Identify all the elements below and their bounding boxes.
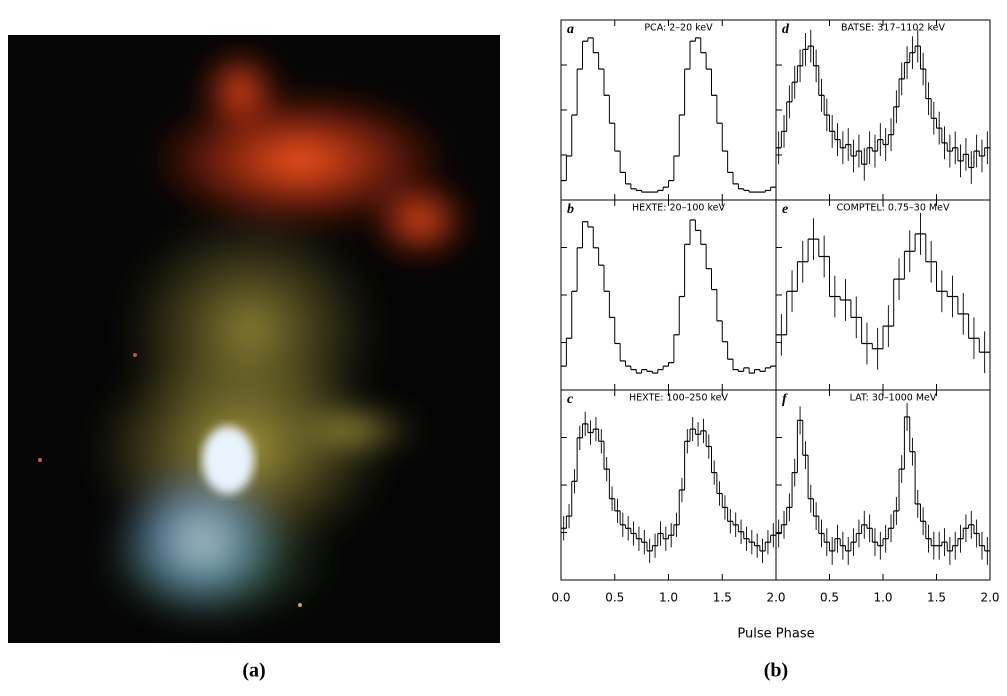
nebula-image (8, 35, 500, 643)
panel-letter: d (782, 22, 790, 37)
panel-frame (775, 199, 991, 391)
x-tick-label: 0.5 (605, 591, 624, 605)
panel-letter: b (567, 202, 574, 217)
x-tick-label: 1.5 (927, 591, 946, 605)
x-tick-label: 0.0 (551, 591, 570, 605)
panel-label: BATSE: 317–1102 keV (841, 23, 945, 34)
panel-letter: a (567, 22, 574, 37)
panel-letter: f (782, 392, 788, 407)
caption: (b) (764, 660, 788, 682)
panel-letter: e (782, 202, 788, 217)
panel-label: PCA: 2–20 keV (644, 23, 713, 34)
x-tick-label: 1.0 (873, 591, 892, 605)
panel-letter: c (567, 392, 574, 407)
x-tick-label: 2.0 (766, 591, 785, 605)
x-tick-label: 2.0 (980, 591, 999, 605)
panel-frame (560, 389, 777, 581)
x-tick-label: 0.5 (820, 591, 839, 605)
x-tick-label: 1.5 (713, 591, 732, 605)
panel-label: HEXTE: 20–100 keV (632, 203, 726, 214)
caption: (a) (242, 660, 265, 682)
panel-label: LAT: 30–1000 MeV (850, 393, 937, 404)
x-tick-label: 1.0 (659, 591, 678, 605)
panel-label: COMPTEL: 0.75–30 MeV (837, 203, 950, 214)
x-axis-title: Pulse Phase (737, 627, 814, 642)
panel-label: HEXTE: 100–250 keV (629, 393, 729, 404)
